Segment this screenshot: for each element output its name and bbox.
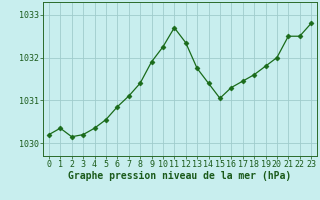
- X-axis label: Graphe pression niveau de la mer (hPa): Graphe pression niveau de la mer (hPa): [68, 171, 292, 181]
